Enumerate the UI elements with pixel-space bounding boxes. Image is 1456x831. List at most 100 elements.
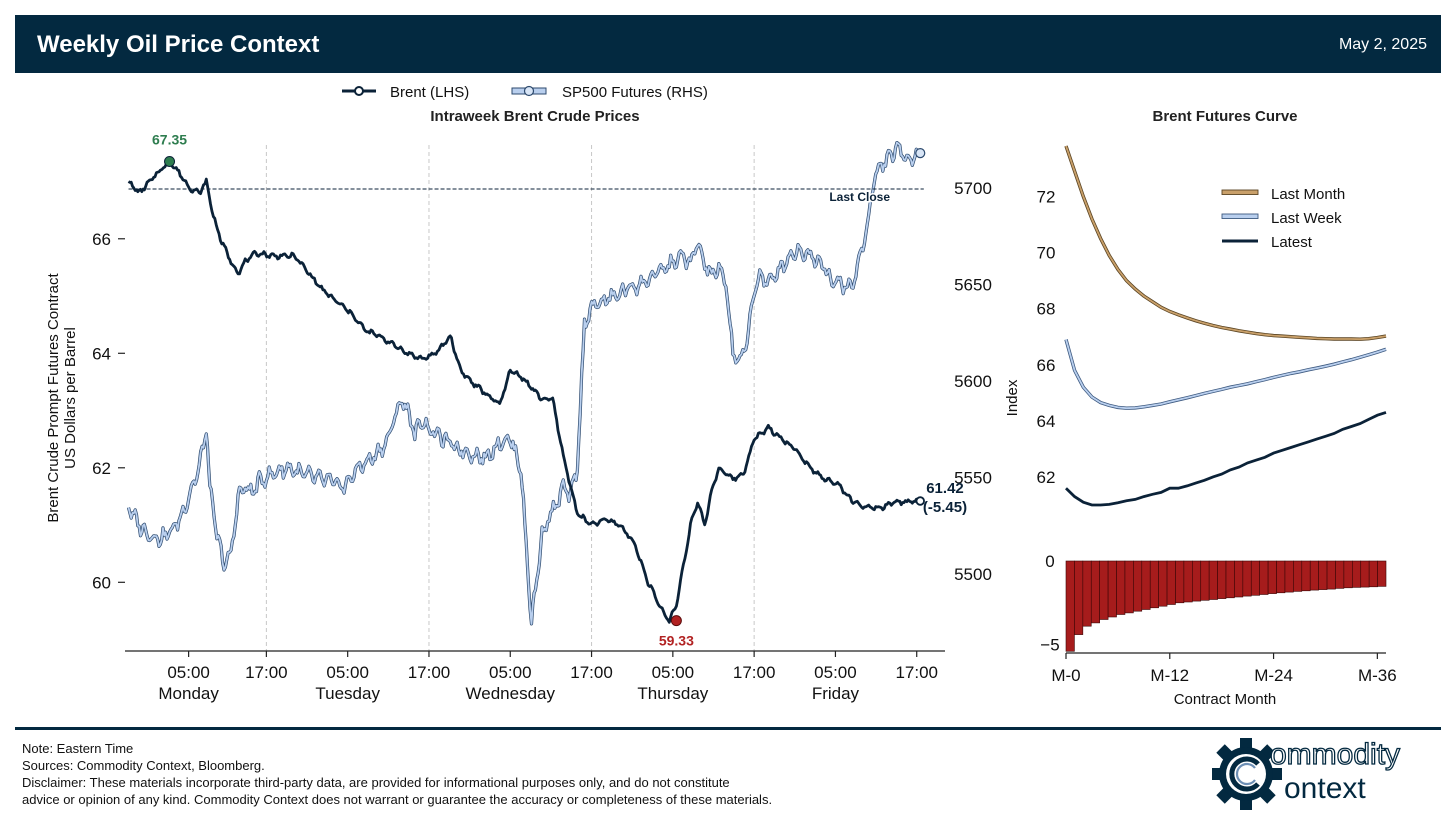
report-date: May 2, 2025 — [1338, 36, 1427, 53]
spread-bar — [1234, 560, 1244, 598]
spread-bar — [1309, 560, 1319, 591]
curve-legend: Last Month Last Week Latest — [1221, 186, 1345, 251]
x-tick-label-day: Monday — [158, 684, 219, 703]
x-axis-ticks: 05:00 Monday 17:00 05:00 Tuesday 17:00 05:00 We… — [158, 651, 938, 703]
contract-month-ticks: M-0 M-12 M-24 M-36 — [1051, 653, 1397, 685]
curve-y-tick-label: 70 — [1037, 244, 1056, 263]
spread-bar — [1208, 560, 1218, 600]
spread-bar — [1352, 560, 1362, 588]
spread-bar-chart: 0 −5 M-0 M-12 M-24 M-36 Contract Month — [1040, 552, 1396, 708]
x-tick-label-time: 17:00 — [570, 663, 613, 682]
legend-brent-label: Brent (LHS) — [390, 84, 469, 101]
high-marker — [164, 155, 176, 167]
curve-y-tick-label: 68 — [1037, 300, 1056, 319]
futures-curve-chart: Brent Futures Curve 62 64 66 68 70 72 Last Mo… — [1037, 108, 1387, 507]
curve-y-tick-label: 72 — [1037, 187, 1056, 206]
right-y-axis-ticks: 5500 5550 5600 5650 5700 — [954, 179, 992, 584]
contract-month-tick-label: M-0 — [1051, 666, 1080, 685]
page-title: Weekly Oil Price Context — [37, 31, 320, 58]
low-marker — [670, 615, 682, 627]
left-y-axis-ticks: 60 62 64 66 — [92, 230, 125, 592]
right-tick-label: 5600 — [954, 372, 992, 391]
brent-end-marker — [915, 496, 925, 506]
end-change-label: (-5.45) — [923, 499, 967, 516]
spread-bar — [1090, 560, 1100, 624]
low-label: 59.33 — [659, 633, 694, 649]
sp500-line — [127, 141, 921, 625]
x-tick-label-day: Wednesday — [466, 684, 556, 703]
spread-bar — [1293, 560, 1303, 592]
spread-bar — [1082, 560, 1092, 627]
x-tick-label-day: Tuesday — [315, 684, 380, 703]
curve-last-month-outline — [1064, 145, 1387, 341]
curve-last-week-outline — [1064, 339, 1387, 410]
spread-bar — [1124, 560, 1134, 614]
right-tick-label: 5500 — [954, 565, 992, 584]
curve-last-month — [1065, 145, 1387, 341]
high-label: 67.35 — [152, 131, 187, 147]
legend-last-month-label: Last Month — [1271, 186, 1345, 203]
spread-bar — [1242, 560, 1252, 597]
contract-month-tick-label: M-36 — [1358, 666, 1397, 685]
x-tick-label-time: 17:00 — [245, 663, 288, 682]
spread-bar — [1158, 560, 1168, 607]
spread-bar — [1250, 560, 1260, 596]
logo-word-commodity: ommodity — [1269, 737, 1401, 771]
spread-bar — [1360, 560, 1370, 588]
spread-y-tick-label: 0 — [1045, 552, 1054, 571]
spread-bar — [1200, 560, 1210, 601]
spread-bars — [1065, 560, 1387, 652]
spread-bar — [1276, 560, 1286, 594]
spread-y-axis-ticks: 0 −5 — [1040, 552, 1059, 655]
intraweek-chart: Brent (LHS) SP500 Futures (RHS) Intrawee… — [45, 84, 1021, 703]
sp500-line-outline — [126, 141, 921, 626]
curve-last-week — [1065, 339, 1387, 410]
sp500-end-marker — [915, 148, 926, 159]
right-tick-label: 5700 — [954, 179, 992, 198]
x-tick-label-day: Thursday — [637, 684, 708, 703]
spread-bar — [1074, 560, 1084, 635]
spread-bar — [1116, 560, 1126, 615]
legend-latest-label: Latest — [1271, 234, 1313, 251]
x-tick-label-time: 05:00 — [814, 663, 857, 682]
spread-bar — [1343, 560, 1353, 589]
legend-last-week-swatch — [1221, 213, 1259, 219]
spread-bar — [1166, 560, 1176, 605]
spread-bar — [1133, 560, 1143, 612]
curve-y-tick-label: 64 — [1037, 412, 1056, 431]
spread-bar — [1318, 560, 1328, 590]
curve-latest — [1065, 411, 1387, 507]
spread-bar — [1267, 560, 1277, 594]
footer-sources: Sources: Commodity Context, Bloomberg. — [22, 758, 265, 773]
spread-bar — [1377, 560, 1387, 587]
logo-word-context: ontext — [1284, 772, 1366, 805]
right-tick-label: 5550 — [954, 468, 992, 487]
spread-bar — [1225, 560, 1235, 599]
vertical-gridlines — [265, 145, 755, 651]
spread-bar — [1175, 560, 1185, 604]
spread-bar — [1107, 560, 1117, 618]
x-tick-label-time: 05:00 — [489, 663, 532, 682]
spread-bar — [1065, 560, 1075, 652]
spread-bar — [1192, 560, 1202, 602]
x-tick-label-time: 05:00 — [167, 663, 210, 682]
contract-month-tick-label: M-12 — [1150, 666, 1189, 685]
curve-y-axis-ticks: 62 64 66 68 70 72 — [1037, 187, 1056, 486]
spread-bar — [1335, 560, 1345, 589]
spread-bar — [1368, 560, 1378, 588]
legend-last-week-label: Last Week — [1271, 210, 1342, 227]
x-tick-label-time: 17:00 — [895, 663, 938, 682]
curve-y-tick-label: 66 — [1037, 356, 1056, 375]
x-tick-label-time: 05:00 — [326, 663, 369, 682]
spread-y-tick-label: −5 — [1040, 636, 1059, 655]
last-close-label: Last Close — [829, 190, 890, 204]
contract-month-axis-label: Contract Month — [1174, 691, 1277, 708]
left-legend: Brent (LHS) SP500 Futures (RHS) — [342, 84, 708, 101]
spread-bar — [1259, 560, 1269, 595]
left-tick-label: 60 — [92, 573, 111, 592]
left-tick-label: 66 — [92, 230, 111, 249]
spread-bar — [1326, 560, 1336, 590]
left-chart-title: Intraweek Brent Crude Prices — [430, 108, 639, 125]
spread-bar — [1284, 560, 1294, 593]
left-tick-label: 64 — [92, 344, 111, 363]
